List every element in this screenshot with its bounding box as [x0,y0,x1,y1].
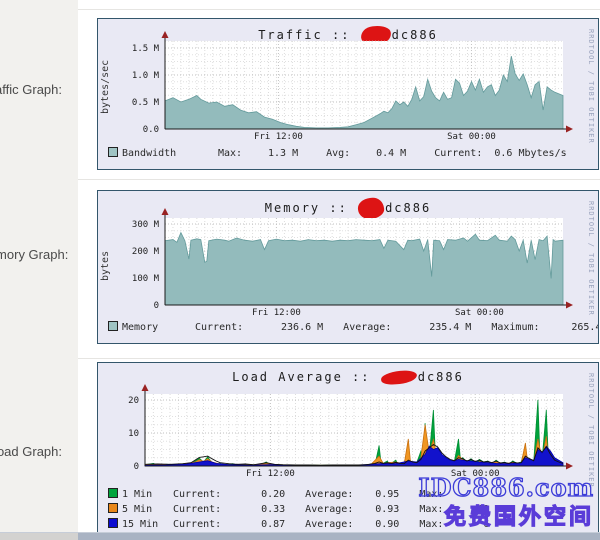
stat-label: Max: [419,504,444,515]
stat-label: Current: [173,504,222,515]
stat-value: 265.4 Mb [571,322,599,333]
traffic-plot-area [161,31,573,133]
bandwidth-swatch-icon [108,147,118,157]
memory-swatch-icon [108,321,118,331]
stat-label: Average: [305,489,354,500]
legend-series-name: 15 Min [122,519,159,530]
stat-value: 0.90 [375,519,400,530]
stat-value: 236.6 M [281,322,324,333]
stat-label: Max: [419,489,444,500]
scrollbar-corner [0,533,78,540]
stat-label: Average: [343,322,392,333]
memory-graph-title: Memory :: dc886 [98,196,598,221]
row-divider [78,9,600,10]
load-legend-5min: 5 Min Current: 0.33 Average: 0.93 Max: 62 [108,503,598,515]
y-axis-tick-label: 200 M [131,246,159,257]
load-graph-image[interactable]: Load Average :: dc886 RRDTOOL / TOBI OET… [97,362,599,534]
graph-title-text: Traffic :: [258,28,351,42]
stat-label: Average: [305,504,354,515]
traffic-graph-title: Traffic :: dc886 [98,24,598,47]
stat-value: 0.4 M [376,148,407,159]
x-axis-tick-label: Sat 00:00 [450,469,500,479]
y-axis-tick-label: 0 [153,301,159,311]
y-axis-label: bytes/sec [100,59,111,114]
y-axis-tick-label: 1.5 M [131,44,159,55]
x-axis-tick-label: Fri 12:00 [254,132,303,142]
rrdtool-watermark: RRDTOOL / TOBI OETIKER [587,373,595,488]
load-legend-15min: 15 Min Current: 0.87 Average: 0.90 Max: 6 [108,518,598,530]
x-axis-tick-label: Sat 00:00 [447,132,496,142]
stat-label: Current: [173,489,222,500]
stat-value: 0.33 [261,504,286,515]
memory-chart-svg [161,208,573,309]
memory-graph-image[interactable]: Memory :: dc886 bytes RRDTOOL / TOBI OET… [97,190,599,344]
traffic-graph-label: Traffic Graph: [0,82,62,97]
stat-value: 0.6 Mbytes/s [494,148,567,159]
row-divider [78,179,600,180]
graph-title-host: dc886 [417,370,464,384]
load-5min-swatch-icon [108,503,118,513]
y-axis-tick-label: 20 [128,395,139,406]
stat-value: 1.3 M [267,148,299,159]
load-plot-area [141,384,573,470]
legend-series-name: Bandwidth [122,148,177,159]
y-axis-tick-label: 10 [128,428,139,439]
traffic-legend: Bandwidth Max: 1.3 M Avg: 0.4 M Current: 0.6 M… [108,147,598,159]
stat-label: Current: [195,322,244,333]
stat-label: Avg: [326,148,351,159]
x-axis-tick-label: Fri 12:00 [252,308,301,318]
load-legend-1min: 1 Min Current: 0.20 Average: 0.95 Max: [108,488,598,500]
memory-legend: Memory Current: 236.6 M Average: 235.4 M Maxi… [108,321,598,333]
y-axis-tick-label: 0.0 [142,125,159,135]
y-axis-tick-label: 0 [133,462,139,472]
stat-label: Max: [419,519,444,530]
graph-title-text: Load Average :: [232,370,371,384]
stat-value: 0.93 [375,504,400,515]
redaction-scribble [357,196,386,221]
x-axis-tick-label: Sat 00:00 [455,308,504,318]
y-axis-tick-label: 0.5 M [131,98,159,108]
rrdtool-watermark: RRDTOOL / TOBI OETIKER [587,29,595,144]
load-1min-swatch-icon [108,488,118,498]
y-axis-label: bytes [100,250,111,281]
graph-title-host: dc886 [391,28,438,42]
stat-value: 0.20 [261,489,286,500]
load-15min-swatch-icon [108,518,118,528]
idc886-watermark: IDC886.com [418,472,594,502]
horizontal-scrollbar[interactable] [0,532,600,540]
row-divider [78,358,600,359]
stat-label: Current: [434,148,483,159]
legend-series-name: 5 Min [122,504,153,515]
stat-label: Average: [305,519,354,530]
x-axis-tick-label: Fri 12:00 [246,469,295,479]
stat-value: 6 [483,519,490,530]
legend-series-name: Memory [122,322,159,333]
load-graph-label: Load Graph: [0,444,62,459]
stat-value: 235.4 M [429,322,472,333]
memory-plot-area [161,208,573,309]
label-column: Traffic Graph: Memory Graph: Load Graph: [0,0,78,533]
chinese-watermark: 免费国外空间 [443,503,594,530]
stat-label: Current: [173,519,222,530]
memory-graph-label: Memory Graph: [0,247,69,262]
redaction-scribble [380,369,418,386]
graph-title-text: Memory :: [264,201,348,215]
traffic-graph-image[interactable]: Traffic :: dc886 bytes/sec RRDTOOL / TOB… [97,18,599,170]
traffic-chart-svg [161,31,573,133]
y-axis-tick-label: 1.0 M [131,71,159,81]
stat-label: Max: [218,148,243,159]
stat-value: 0.87 [261,519,286,530]
stat-label: Maximum: [491,322,540,333]
rrdtool-watermark: RRDTOOL / TOBI OETIKER [587,201,595,316]
stat-value: 62 [477,504,490,515]
load-chart-svg [141,384,573,470]
graph-title-host: dc886 [385,201,432,215]
stat-value: 0.95 [375,489,400,500]
y-axis-tick-label: 100 M [131,273,159,284]
legend-series-name: 1 Min [122,489,153,500]
load-graph-title: Load Average :: dc886 [98,369,598,386]
y-axis-tick-label: 300 M [131,219,159,230]
